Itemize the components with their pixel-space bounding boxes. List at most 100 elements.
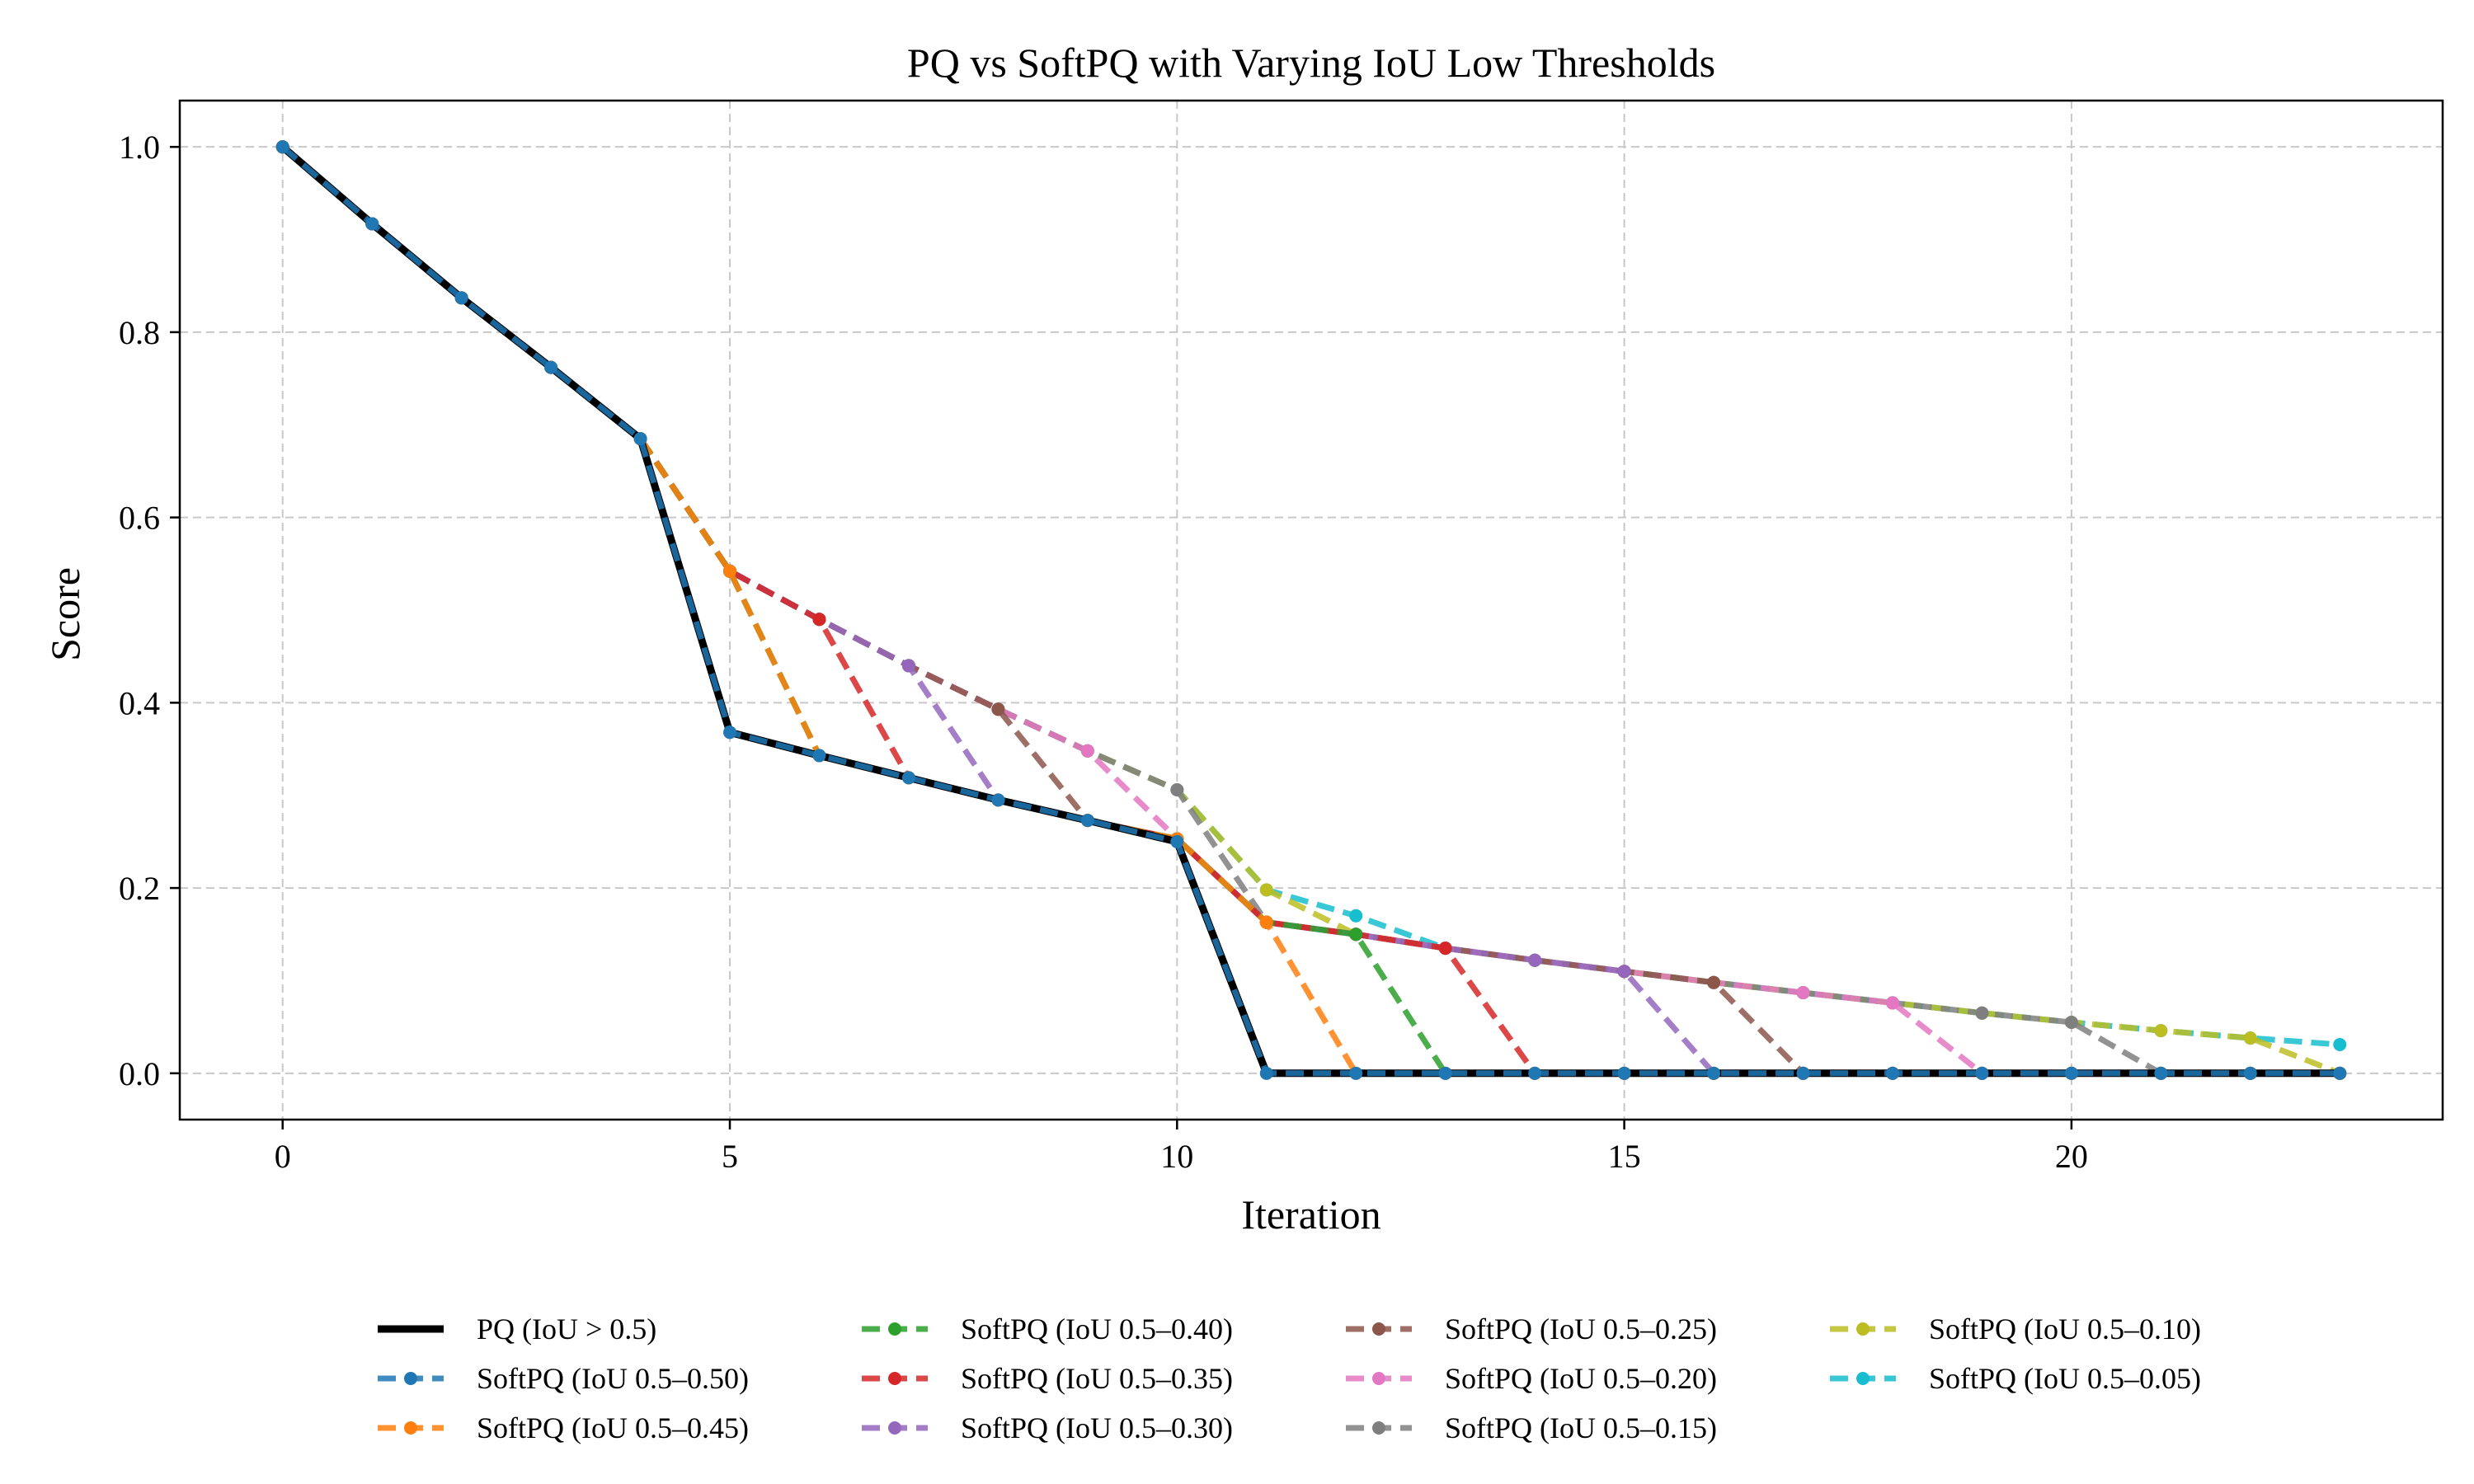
- data-point: [544, 360, 558, 374]
- plot-frame: [178, 99, 2444, 1121]
- data-point: [901, 659, 915, 673]
- series-10: [275, 140, 2347, 1080]
- series-4: [275, 140, 2347, 1080]
- data-point: [2243, 1066, 2257, 1080]
- data-point: [1885, 1066, 1899, 1080]
- series-line: [279, 143, 2344, 1078]
- data-point: [1885, 996, 1899, 1010]
- legend-swatch-marker: [1372, 1322, 1385, 1336]
- legend-swatch-marker: [888, 1372, 901, 1385]
- legend-swatch-marker: [1372, 1421, 1385, 1435]
- data-point: [2154, 1066, 2168, 1080]
- y-tick-label: 0.0: [119, 1055, 160, 1092]
- legend-label: SoftPQ (IoU 0.5–0.10): [1929, 1313, 2201, 1345]
- legend-label: PQ (IoU > 0.5): [477, 1313, 656, 1345]
- data-point: [1080, 744, 1094, 758]
- y-tick-label: 0.6: [119, 500, 160, 537]
- data-point: [1349, 1066, 1363, 1080]
- legend-item: SoftPQ (IoU 0.5–0.30): [862, 1411, 1233, 1444]
- series-line: [280, 144, 2340, 1048]
- y-tick-label: 0.4: [119, 684, 160, 721]
- data-point: [901, 771, 915, 785]
- legend-label: SoftPQ (IoU 0.5–0.45): [477, 1411, 749, 1444]
- data-point: [1349, 928, 1363, 942]
- legend-label: SoftPQ (IoU 0.5–0.40): [961, 1313, 1233, 1345]
- legend-label: SoftPQ (IoU 0.5–0.15): [1445, 1411, 1717, 1444]
- data-point: [723, 564, 737, 578]
- data-point: [1528, 953, 1542, 967]
- legend-label: SoftPQ (IoU 0.5–0.20): [1445, 1362, 1717, 1395]
- series-5: [275, 140, 2347, 1080]
- data-point: [812, 613, 826, 627]
- legend-label: SoftPQ (IoU 0.5–0.05): [1929, 1362, 2201, 1395]
- data-point: [2064, 1016, 2078, 1030]
- legend-item: SoftPQ (IoU 0.5–0.40): [862, 1313, 1233, 1345]
- data-point: [1975, 1006, 1989, 1020]
- series-line: [280, 144, 2340, 1077]
- plot-series: [275, 140, 2347, 1080]
- series-3: [275, 140, 2347, 1080]
- series-line: [280, 144, 2340, 1077]
- data-point: [1259, 915, 1273, 929]
- legend-item: SoftPQ (IoU 0.5–0.35): [862, 1362, 1233, 1395]
- legend-swatch-marker: [404, 1372, 417, 1385]
- chart-title: PQ vs SoftPQ with Varying IoU Low Thresh…: [907, 40, 1715, 86]
- data-point: [2243, 1031, 2257, 1045]
- x-tick-label: 5: [722, 1138, 738, 1175]
- series-0: [275, 140, 2347, 1051]
- x-tick-label: 10: [1160, 1138, 1193, 1175]
- data-point: [1438, 942, 1452, 956]
- legend-swatch-marker: [888, 1421, 901, 1435]
- data-point: [1438, 1066, 1452, 1080]
- x-tick-label: 0: [275, 1138, 291, 1175]
- data-point: [1259, 1066, 1273, 1080]
- series-line: [280, 144, 2340, 1077]
- x-tick-label: 20: [2055, 1138, 2088, 1175]
- legend-item: PQ (IoU > 0.5): [378, 1313, 656, 1345]
- legend-swatch-marker: [404, 1421, 417, 1435]
- legend-item: SoftPQ (IoU 0.5–0.45): [378, 1411, 749, 1444]
- data-point: [1796, 986, 1810, 1000]
- series-line: [280, 144, 2340, 1077]
- series-1: [275, 140, 2347, 1080]
- data-point: [365, 217, 379, 231]
- data-point: [1617, 1066, 1631, 1080]
- data-point: [1170, 782, 1184, 796]
- data-point: [1617, 965, 1631, 979]
- series-line: [280, 144, 2340, 1077]
- data-point: [1975, 1066, 1989, 1080]
- grid: [180, 101, 2443, 1120]
- legend-swatch-marker: [1372, 1372, 1385, 1385]
- data-point: [2154, 1024, 2168, 1038]
- x-tick-label: 15: [1608, 1138, 1641, 1175]
- series-6: [275, 140, 2347, 1080]
- series-line: [280, 144, 2341, 1077]
- series-line: [280, 144, 2340, 1077]
- legend: PQ (IoU > 0.5) SoftPQ (IoU 0.5–0.50) SoftP…: [378, 1313, 2201, 1444]
- data-point: [812, 749, 826, 763]
- legend-label: SoftPQ (IoU 0.5–0.25): [1445, 1313, 1717, 1345]
- data-point: [1170, 834, 1184, 848]
- data-point: [1707, 1066, 1721, 1080]
- axis-ticks: 0 5 10 15 20 0.0 0.2 0.4 0.6 0.8 1.0: [119, 129, 2088, 1175]
- series-line: [280, 144, 2340, 1077]
- legend-swatch-marker: [1856, 1322, 1870, 1336]
- data-point: [991, 702, 1005, 716]
- data-point: [991, 793, 1005, 807]
- data-point: [1707, 975, 1721, 989]
- legend-item: SoftPQ (IoU 0.5–0.05): [1830, 1362, 2201, 1395]
- data-point: [1349, 909, 1363, 923]
- data-point: [1796, 1066, 1810, 1080]
- data-point: [633, 432, 647, 446]
- x-axis-label: Iteration: [1241, 1191, 1380, 1237]
- y-tick-label: 1.0: [119, 129, 160, 166]
- legend-label: SoftPQ (IoU 0.5–0.50): [477, 1362, 749, 1395]
- data-point: [275, 140, 289, 154]
- legend-label: SoftPQ (IoU 0.5–0.35): [961, 1362, 1233, 1395]
- legend-item: SoftPQ (IoU 0.5–0.10): [1830, 1313, 2201, 1345]
- y-tick-label: 0.2: [119, 870, 160, 907]
- data-point: [2333, 1066, 2347, 1080]
- series-2: [275, 140, 2347, 1080]
- legend-label: SoftPQ (IoU 0.5–0.30): [961, 1411, 1233, 1444]
